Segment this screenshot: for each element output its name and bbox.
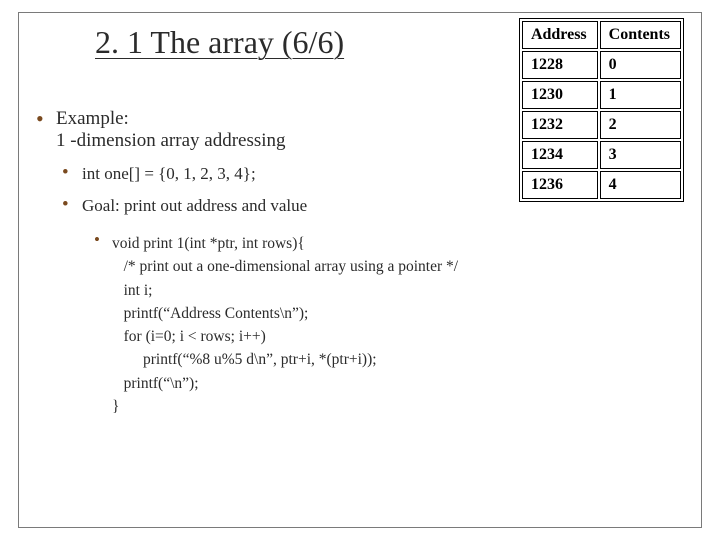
content-area: Example: 1 -dimension array addressing i… — [36, 108, 684, 418]
bullet-goal: Goal: print out address and value — [62, 196, 684, 216]
code-block: void print 1(int *ptr, int rows){ /* pri… — [112, 232, 684, 418]
table-header-contents: Contents — [600, 21, 681, 49]
table-row: 12280 — [522, 51, 681, 79]
table-row: 12301 — [522, 81, 681, 109]
bullet-example-desc: 1 -dimension array addressing — [56, 130, 684, 152]
bullet-code: void print 1(int *ptr, int rows){ /* pri… — [94, 232, 684, 418]
bullet-decl: int one[] = {0, 1, 2, 3, 4}; — [62, 164, 684, 184]
bullet-example-label: Example: — [56, 108, 684, 130]
bullet-example: Example: 1 -dimension array addressing — [36, 108, 684, 152]
table-header-address: Address — [522, 21, 598, 49]
slide-title: 2. 1 The array (6/6) — [95, 24, 344, 61]
